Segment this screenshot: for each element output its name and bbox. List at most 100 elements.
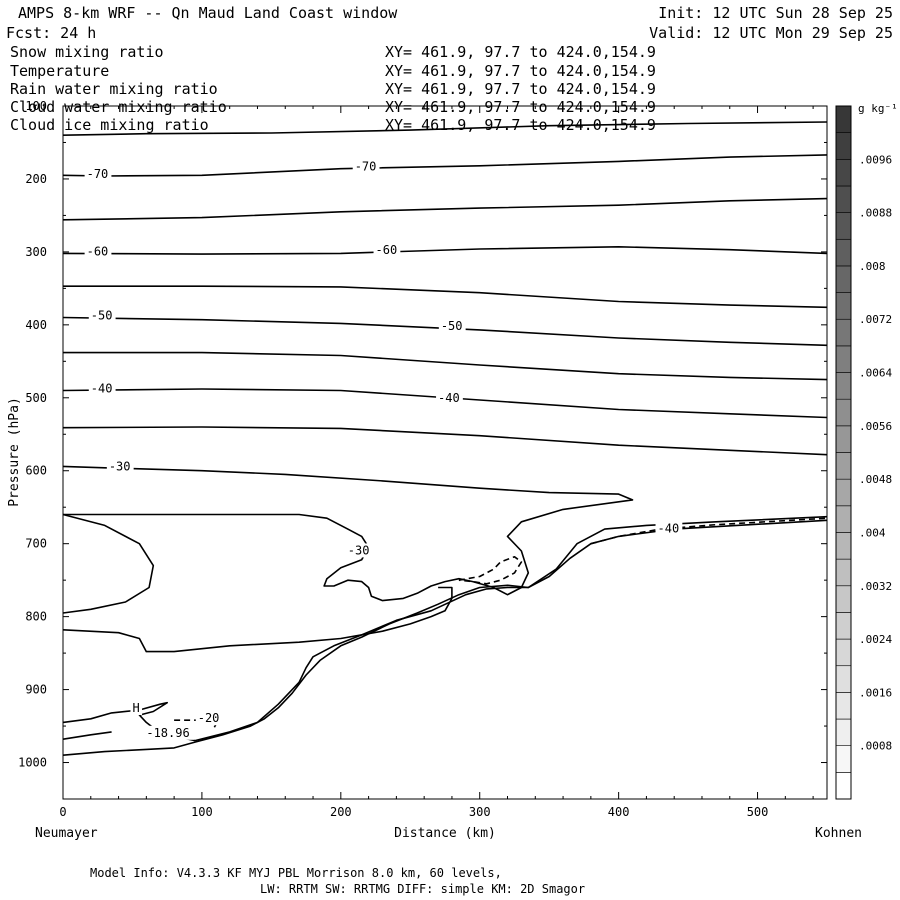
series-line-isotherm-40 xyxy=(62,388,828,419)
colorbar-bin xyxy=(835,265,852,293)
colorbar-frame xyxy=(835,105,852,800)
model-physics: LW: RRTM SW: RRTMG DIFF: simple KM: 2D S… xyxy=(260,882,585,896)
contour-label: -50 xyxy=(91,309,113,323)
colorbar-tick-label: .0016 xyxy=(859,686,892,699)
colorbar-bin xyxy=(835,452,852,480)
y-tick-label: 400 xyxy=(25,318,47,332)
contour-label: -70 xyxy=(87,167,109,181)
colorbar-bin xyxy=(835,345,852,373)
contour-label-bg xyxy=(438,318,466,333)
colorbar-bin xyxy=(835,212,852,240)
colorbar-tick-label: .008 xyxy=(859,260,886,273)
field-name: Snow mixing ratio xyxy=(10,43,164,61)
init-time: Init: 12 UTC Sun 28 Sep 25 xyxy=(658,4,893,22)
contour-label-bg xyxy=(144,725,194,740)
series-line-isotherm-g xyxy=(62,731,112,740)
y-tick-label: 1000 xyxy=(18,756,47,770)
series-line-isotherm-60 xyxy=(62,246,828,255)
colorbar-bin xyxy=(835,505,852,533)
colorbar-bin xyxy=(835,532,852,560)
series-line-dashed-loop xyxy=(458,556,523,585)
colorbar-bin xyxy=(835,772,852,800)
contour-label: H xyxy=(132,701,139,715)
colorbar-bin xyxy=(835,132,852,160)
series-line-isotherm-b xyxy=(62,197,828,221)
colorbar-tick-label: .004 xyxy=(859,526,886,539)
colorbar-tick-label: .0056 xyxy=(859,420,892,433)
colorbar-bin xyxy=(835,558,852,587)
colorbar-tick-label: .0032 xyxy=(859,580,892,593)
y-tick-label: 500 xyxy=(25,391,47,405)
contour-label: -50 xyxy=(441,319,463,333)
contour-label: -60 xyxy=(376,243,398,257)
series-line-isotherm-h xyxy=(62,515,828,756)
contour-label-bg xyxy=(130,701,143,716)
series-line-isotherm-50 xyxy=(62,316,828,347)
y-tick-label: 900 xyxy=(25,683,47,697)
colorbar-bin xyxy=(835,238,852,267)
contour-label-bg xyxy=(106,459,134,474)
colorbar-tick-label: .0072 xyxy=(859,313,892,326)
field-xy: XY= 461.9, 97.7 to 424.0,154.9 xyxy=(385,43,656,61)
colorbar-bin xyxy=(835,159,852,187)
chart-title: AMPS 8-km WRF -- Qn Maud Land Coast wind… xyxy=(18,4,398,22)
x-axis-label: Distance (km) xyxy=(394,826,496,841)
series-line-isotherm-d xyxy=(63,351,828,381)
x-tick-label: 300 xyxy=(469,805,491,819)
x-tick-label: 500 xyxy=(747,805,769,819)
x-start-label: Neumayer xyxy=(35,826,98,841)
colorbar-bin xyxy=(835,692,852,720)
isotherm-series xyxy=(62,121,828,756)
contour-label-bg xyxy=(195,711,223,726)
colorbar-bin xyxy=(835,425,852,453)
valid-time: Valid: 12 UTC Mon 29 Sep 25 xyxy=(649,24,893,42)
contour-label-bg xyxy=(88,308,116,323)
y-tick-label: 100 xyxy=(25,99,47,113)
field-name: Temperature xyxy=(10,62,109,80)
model-info: Model Info: V4.3.3 KF MYJ PBL Morrison 8… xyxy=(90,866,502,880)
series-line-isotherm-70 xyxy=(62,154,828,177)
field-xy: XY= 461.9, 97.7 to 424.0,154.9 xyxy=(385,98,656,116)
contour-label-bg xyxy=(655,521,683,536)
x-tick-label: 100 xyxy=(191,805,213,819)
y-tick-label: 300 xyxy=(25,245,47,259)
contour-label: -30 xyxy=(109,460,131,474)
x-tick-label: 0 xyxy=(59,805,66,819)
colorbar-bin xyxy=(835,718,852,746)
contour-label: -40 xyxy=(91,381,113,395)
colorbar-bin xyxy=(835,478,852,507)
y-axis-label: Pressure (hPa) xyxy=(7,397,22,507)
x-tick-label: 200 xyxy=(330,805,352,819)
x-end-label: Kohnen xyxy=(815,826,862,841)
y-tick-label: 600 xyxy=(25,464,47,478)
y-tick-label: 800 xyxy=(25,610,47,624)
colorbar-bin xyxy=(835,585,852,613)
field-name: Rain water mixing ratio xyxy=(10,80,218,98)
series-line-isotherm-30 xyxy=(62,465,634,602)
x-tick-label: 400 xyxy=(608,805,630,819)
series-line-isotherm-terrain xyxy=(62,519,828,742)
contour-label-bg xyxy=(345,543,373,558)
y-axis: 100 200 300 400 500 600 700 800 900 1000 xyxy=(18,99,827,800)
forecast-hour: Fcst: 24 h xyxy=(6,24,96,42)
series-line-isotherm-e xyxy=(62,426,828,456)
contour-label-bg xyxy=(373,242,401,257)
field-xy: XY= 461.9, 97.7 to 424.0,154.9 xyxy=(385,62,656,80)
colorbar: .0008 .0016 .0024 .0032 .004 .0048 .0056 .0064.… xyxy=(835,105,892,800)
colorbar-bin xyxy=(835,105,852,133)
contour-label: -18.96 xyxy=(146,726,189,740)
y-tick-label: 200 xyxy=(25,172,47,186)
x-axis: 0 100 200 300 400 500 xyxy=(59,106,814,819)
colorbar-bin xyxy=(835,318,852,347)
contour-label: -20 xyxy=(198,711,220,725)
contour-label-bg xyxy=(88,381,116,396)
colorbar-tick-label: .0064 xyxy=(859,367,892,380)
colorbar-unit: g kg⁻¹ xyxy=(858,102,898,115)
y-tick-label: 700 xyxy=(25,537,47,551)
colorbar-tick-label: .0088 xyxy=(859,207,892,220)
series-line-isotherm-20 xyxy=(174,719,217,731)
contour-label: -40 xyxy=(438,391,460,405)
contour-label: -60 xyxy=(87,244,109,258)
